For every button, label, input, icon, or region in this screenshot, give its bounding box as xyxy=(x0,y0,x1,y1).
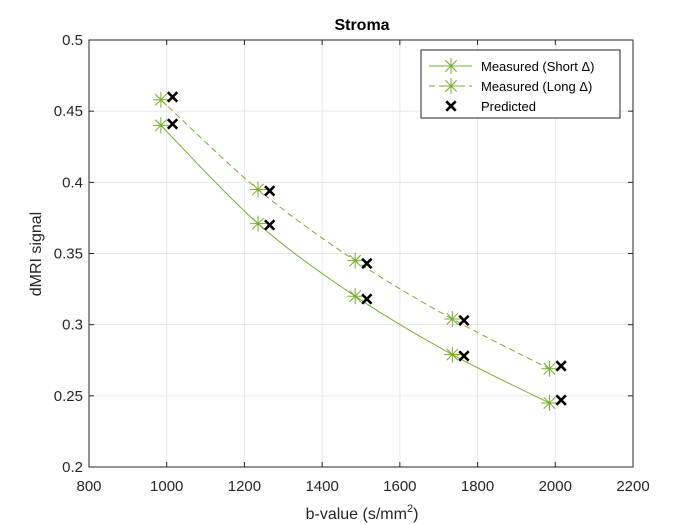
chart-title: Stroma xyxy=(334,17,389,34)
legend-label: Measured (Long Δ) xyxy=(481,79,592,94)
data-point-x xyxy=(555,394,567,406)
y-tick-label: 0.3 xyxy=(62,317,83,334)
x-axis-title: b-value (s/mm2) xyxy=(306,503,419,523)
x-tick-label: 2000 xyxy=(539,478,572,495)
x-tick-label: 1200 xyxy=(228,478,261,495)
data-point-x xyxy=(361,293,373,305)
axis-ticks: 800 1000 1200 1400 1600 1800 2000 2200 0.2 0.25 0.… xyxy=(54,32,650,495)
x-tick-label: 1600 xyxy=(383,478,416,495)
data-point-asterisk xyxy=(152,117,169,134)
legend-entry-0: Measured (Short Δ) xyxy=(429,58,594,74)
legend: Measured (Short Δ) Measured (Long Δ) Predi… xyxy=(420,49,621,119)
legend-entry-1: Measured (Long Δ) xyxy=(429,78,592,94)
series-1 xyxy=(152,91,558,377)
x-axis-title-close: ) xyxy=(413,506,418,523)
data-point-x xyxy=(166,118,179,130)
legend-label: Measured (Short Δ) xyxy=(481,59,594,74)
data-point-x xyxy=(458,350,470,362)
data-point-x xyxy=(264,219,276,231)
data-point-asterisk xyxy=(250,215,267,232)
y-tick-label: 0.4 xyxy=(62,174,83,191)
data-point-x xyxy=(166,91,179,103)
data-point-x xyxy=(555,360,567,372)
x-tick-label: 800 xyxy=(76,478,101,495)
series-layer xyxy=(152,91,567,411)
x-tick-label: 1800 xyxy=(461,478,494,495)
series-0 xyxy=(152,117,558,411)
data-point-x xyxy=(361,257,373,270)
data-point-asterisk xyxy=(444,346,461,363)
data-point-asterisk xyxy=(250,181,267,198)
series-2 xyxy=(166,91,567,406)
data-point-x xyxy=(458,314,470,327)
y-tick-label: 0.2 xyxy=(62,459,83,476)
x-axis-title-exponent: 2 xyxy=(407,503,413,515)
x-tick-label: 1400 xyxy=(305,478,338,495)
legend-marker xyxy=(443,78,459,94)
legend-box xyxy=(420,49,621,119)
data-point-asterisk xyxy=(152,91,169,108)
y-tick-label: 0.5 xyxy=(62,32,83,49)
x-tick-label: 2200 xyxy=(616,478,649,495)
data-point-asterisk xyxy=(347,288,364,305)
legend-label: Predicted xyxy=(481,99,536,114)
data-point-asterisk xyxy=(347,252,364,269)
legend-entry-2: Predicted xyxy=(445,99,536,114)
data-point-x xyxy=(264,185,276,197)
data-point-asterisk xyxy=(541,360,558,377)
legend-marker xyxy=(445,100,457,112)
y-tick-label: 0.25 xyxy=(54,388,83,405)
data-point-asterisk xyxy=(444,310,461,327)
data-point-asterisk xyxy=(541,394,558,411)
legend-marker xyxy=(443,58,459,74)
y-tick-label: 0.35 xyxy=(54,246,83,263)
y-tick-label: 0.45 xyxy=(54,103,83,120)
x-axis-title-main: b-value (s/mm xyxy=(306,506,407,523)
x-tick-label: 1000 xyxy=(150,478,183,495)
y-axis-title: dMRI signal xyxy=(28,212,45,296)
